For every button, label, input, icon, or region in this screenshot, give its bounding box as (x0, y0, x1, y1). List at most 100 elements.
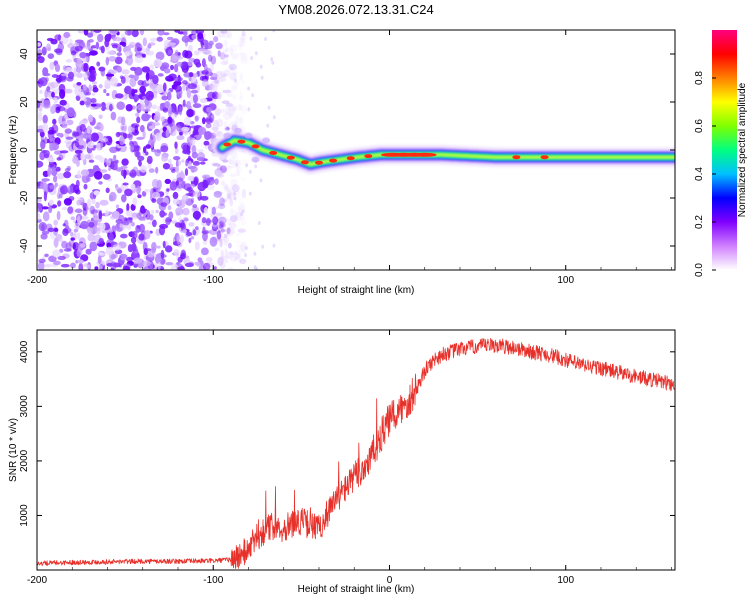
spectrogram-noise-blob (178, 216, 182, 224)
spectrogram-noise-blob (124, 50, 133, 56)
spectrogram-noise-blob (115, 93, 124, 99)
spectrogram-noise-blob (97, 33, 104, 43)
spectrogram-noise-blob (220, 229, 224, 236)
spectrogram-noise-blob (209, 236, 218, 247)
spectrogram-noise-blob (44, 89, 48, 99)
spectrogram-noise-blob (60, 263, 70, 268)
spectrogram-noise-blob (126, 203, 130, 212)
spectrogram-noise-blob (240, 52, 248, 59)
spectrogram-noise-blob (72, 156, 79, 164)
spectrogram-noise-blob (136, 103, 146, 111)
spectrogram-noise-blob (163, 32, 170, 36)
spectrogram-peak (540, 155, 549, 160)
spectrogram-noise-blob (226, 89, 233, 98)
spectrogram-noise-blob (65, 59, 73, 63)
spectrogram-noise-blob (47, 227, 55, 233)
spectrogram-noise-blob (188, 222, 195, 227)
spectrogram-noise-blob (56, 157, 62, 161)
spectrogram-noise-blob (90, 132, 100, 142)
spectrogram-noise-blob (217, 50, 221, 57)
spectrogram-noise-blob (139, 223, 145, 233)
spectrogram-noise-blob (155, 166, 159, 174)
spectrogram-noise-blob (83, 77, 88, 81)
spectrogram-noise-blob (238, 44, 243, 52)
spectrogram-noise-blob (198, 126, 207, 135)
spectrogram-noise-blob (194, 261, 200, 266)
spectrogram-noise-blob (91, 198, 96, 204)
spectrogram-noise-blob (210, 55, 217, 65)
spectrogram-noise-blob (235, 117, 245, 128)
spectrogram-noise-blob (212, 84, 218, 94)
spectrogram-noise-blob (186, 100, 192, 110)
spectrogram-noise-blob (222, 198, 228, 203)
spectrogram-noise-blob (218, 203, 226, 210)
spectrogram-noise-blob (53, 260, 61, 266)
spectrogram-noise-blob (157, 261, 161, 270)
spectrogram-noise-blob (220, 60, 229, 65)
spectrogram-sidelobe (251, 156, 260, 163)
spectrogram-noise-blob (121, 194, 127, 203)
spectrogram-noise-blob (167, 107, 172, 117)
spectrogram-noise-blob (206, 217, 211, 226)
spectrogram-noise-blob (216, 230, 222, 240)
spectrogram-noise-blob (248, 191, 252, 196)
spectrogram-noise-blob (190, 236, 195, 240)
spectrogram-noise-blob (235, 249, 241, 256)
spectrogram-noise-blob (164, 178, 171, 185)
spectrogram-noise-blob (46, 86, 51, 92)
spectrogram-noise-blob (72, 83, 77, 89)
spectrogram-noise-blob (224, 47, 230, 52)
spectrogram-noise-blob (81, 174, 90, 184)
spectrogram-noise-blob (87, 227, 93, 234)
spectrogram-noise-blob (95, 201, 100, 209)
snr-x-tick-label: -100 (203, 575, 223, 586)
spectrogram-noise-blob (198, 48, 207, 54)
spectrogram-noise-blob (77, 196, 85, 200)
spectrogram-noise-blob (78, 262, 84, 270)
spectrogram-noise-blob (178, 93, 182, 99)
spectrogram-noise-blob (55, 166, 61, 172)
spectrogram-noise-blob (175, 49, 179, 57)
spectrogram-noise-blob (89, 241, 98, 252)
spectrogram-noise-blob (240, 56, 249, 65)
spectrogram-noise-blob (240, 34, 246, 44)
spectrogram-noise-blob (50, 81, 59, 89)
spectrogram-noise-blob (239, 34, 248, 41)
colorbar-scale (712, 30, 737, 270)
spectrogram-noise-blob (40, 139, 46, 150)
spectrogram-noise-blob (37, 197, 42, 203)
spectrogram-noise-blob (245, 246, 248, 250)
spectrogram-noise-blob (186, 88, 192, 99)
spectrogram-noise-blob (106, 242, 112, 249)
snr-panel: -200 -100 0 100 1000 2000 3000 4000 Height of s… (8, 329, 676, 595)
spectrogram-noise-blob (264, 37, 267, 41)
spectrogram-noise-blob (110, 111, 117, 121)
spectrogram-noise-blob (218, 221, 224, 229)
spectrogram-noise-blob (212, 163, 221, 167)
spectrogram-noise-blob (44, 263, 52, 268)
spectrogram-noise-blob (230, 223, 237, 231)
spectrogram-noise-blob (234, 211, 242, 219)
spectrogram-noise-blob (122, 182, 129, 186)
spectrogram-noise-blob (72, 131, 80, 137)
spectrogram-noise-blob (94, 103, 103, 108)
spectrogram-noise-blob (235, 166, 240, 176)
spectrogram-noise-blob (214, 247, 220, 252)
spectrogram-noise-blob (200, 195, 209, 201)
spectrogram-noise-blob (212, 119, 220, 129)
spectrogram-noise-blob (181, 35, 191, 43)
spectrogram-noise-blob (42, 122, 49, 133)
spectrogram-noise-blob (62, 65, 67, 71)
spectrogram-noise-blob (39, 131, 45, 138)
spectrogram-noise-blob (179, 234, 184, 244)
spectrogram-noise-blob (171, 54, 178, 63)
spectrogram-noise-blob (260, 75, 264, 80)
spectrogram-noise-blob (216, 238, 221, 242)
snr-background (37, 330, 675, 570)
spectrogram-noise-blob (102, 173, 111, 180)
spectrogram-noise-blob (53, 219, 58, 226)
spectrogram-noise-blob (167, 49, 173, 55)
spectrogram-noise-blob (214, 107, 221, 116)
spectrogram-noise-blob (64, 128, 73, 134)
